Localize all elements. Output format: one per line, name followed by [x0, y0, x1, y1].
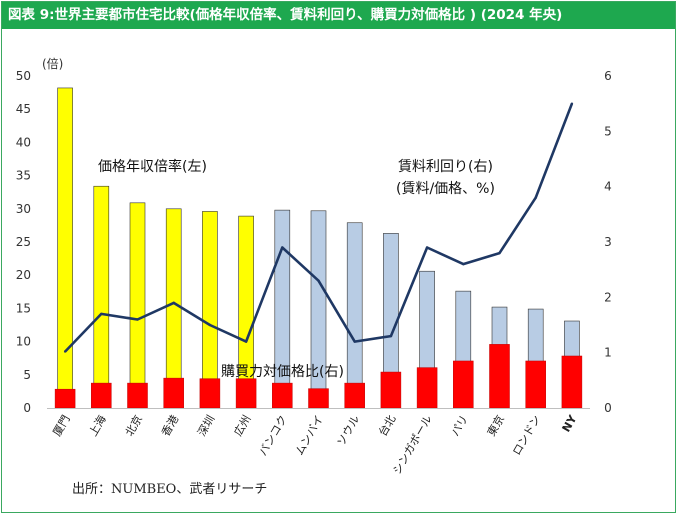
- purchasing-power-bar: [235, 378, 257, 409]
- right-axis-tick-label: 4: [604, 180, 612, 194]
- left-axis-tick-label: 10: [16, 335, 31, 349]
- rental-yield-point: [570, 102, 574, 105]
- left-axis-tick-label: 25: [16, 235, 31, 249]
- purchasing-power-bar: [199, 378, 221, 409]
- purchasing-power-bar: [525, 360, 546, 409]
- price-income-bar: [57, 87, 73, 409]
- purchasing-power-bar: [453, 360, 474, 409]
- purchasing-power-bar: [54, 388, 76, 409]
- purchasing-power-bar: [272, 382, 293, 409]
- right-axis-tick-label: 3: [604, 235, 612, 249]
- left-axis-tick-label: 35: [16, 169, 31, 183]
- rental-yield-point: [281, 246, 284, 249]
- rental-yield-point: [389, 334, 393, 338]
- category-label: 香港: [159, 413, 181, 439]
- price-income-bar: [129, 202, 146, 409]
- purchasing-power-bar: [416, 367, 438, 409]
- rental-yield-point: [63, 350, 67, 353]
- left-axis-tick-label: 30: [16, 202, 31, 216]
- purchasing-power-bar: [380, 371, 402, 409]
- category-label: 広州: [231, 413, 253, 439]
- rental-yield-point: [425, 246, 429, 249]
- purchasing-power-bar: [163, 377, 184, 409]
- price-income-bar: [93, 185, 110, 409]
- rental-yield-point: [100, 312, 103, 316]
- category-label: 上海: [86, 413, 109, 439]
- category-label: 厦門: [50, 413, 72, 439]
- category-label: 北京: [122, 413, 145, 439]
- category-label: ソウル: [335, 413, 363, 448]
- left-axis-tick-label: 5: [23, 368, 31, 382]
- rental-yield-point: [172, 301, 175, 305]
- price-income-bar: [346, 222, 363, 409]
- rental-yield-point: [244, 340, 248, 343]
- annotation-rental-yield: 賃料利回り(右): [398, 159, 493, 175]
- category-label: 東京: [484, 413, 507, 439]
- purchasing-power-bar: [344, 382, 365, 409]
- left-axis-unit-label: (倍): [42, 56, 63, 71]
- category-label: 深圳: [195, 413, 217, 439]
- left-axis-tick-label: 20: [16, 268, 31, 282]
- left-axis-tick-label: 15: [16, 301, 31, 315]
- annotation-price-income: 価格年収倍率(左): [98, 158, 207, 175]
- purchasing-power-bar: [308, 388, 329, 409]
- figure-title: 図表 9:世界主要都市住宅比較(価格年収倍率、賃料利回り、購買力対価格比 ) (…: [2, 2, 675, 29]
- category-label: ロンドン: [510, 413, 543, 458]
- rental-yield-point: [208, 323, 212, 327]
- category-label: 台北: [375, 413, 398, 439]
- right-axis-tick-label: 0: [604, 401, 612, 415]
- category-label: ムンバイ: [293, 413, 326, 458]
- category-label: バンコク: [256, 413, 290, 458]
- purchasing-power-bar: [489, 344, 510, 409]
- rental-yield-point: [353, 340, 356, 343]
- annotation-rental-yield-unit: (賃料/価格、%): [396, 181, 495, 197]
- right-axis-tick-label: 6: [604, 69, 612, 83]
- right-axis-tick-label: 1: [604, 346, 612, 360]
- left-axis-tick-label: 0: [23, 401, 31, 415]
- rental-yield-point: [317, 279, 320, 282]
- rental-yield-point: [462, 262, 465, 266]
- left-axis-tick-label: 45: [16, 102, 31, 116]
- rental-yield-point: [534, 196, 537, 199]
- purchasing-power-bar: [91, 382, 112, 409]
- rental-yield-point: [136, 318, 139, 321]
- purchasing-power-bar: [561, 355, 583, 409]
- left-axis-tick-label: 40: [16, 135, 31, 149]
- right-axis-tick-label: 2: [604, 290, 612, 304]
- purchasing-power-bar: [127, 382, 148, 409]
- category-label: パリ: [449, 413, 471, 439]
- source-note: 出所：NUMBEO、武者リサーチ: [72, 482, 268, 497]
- left-axis-tick-label: 50: [16, 69, 31, 83]
- category-label: NY: [560, 412, 580, 434]
- category-label: シンガポール: [390, 413, 434, 477]
- rental-yield-point: [498, 251, 501, 255]
- right-axis-tick-label: 5: [604, 124, 612, 138]
- annotation-purchasing-power: 購買力対価格比(右): [221, 364, 344, 380]
